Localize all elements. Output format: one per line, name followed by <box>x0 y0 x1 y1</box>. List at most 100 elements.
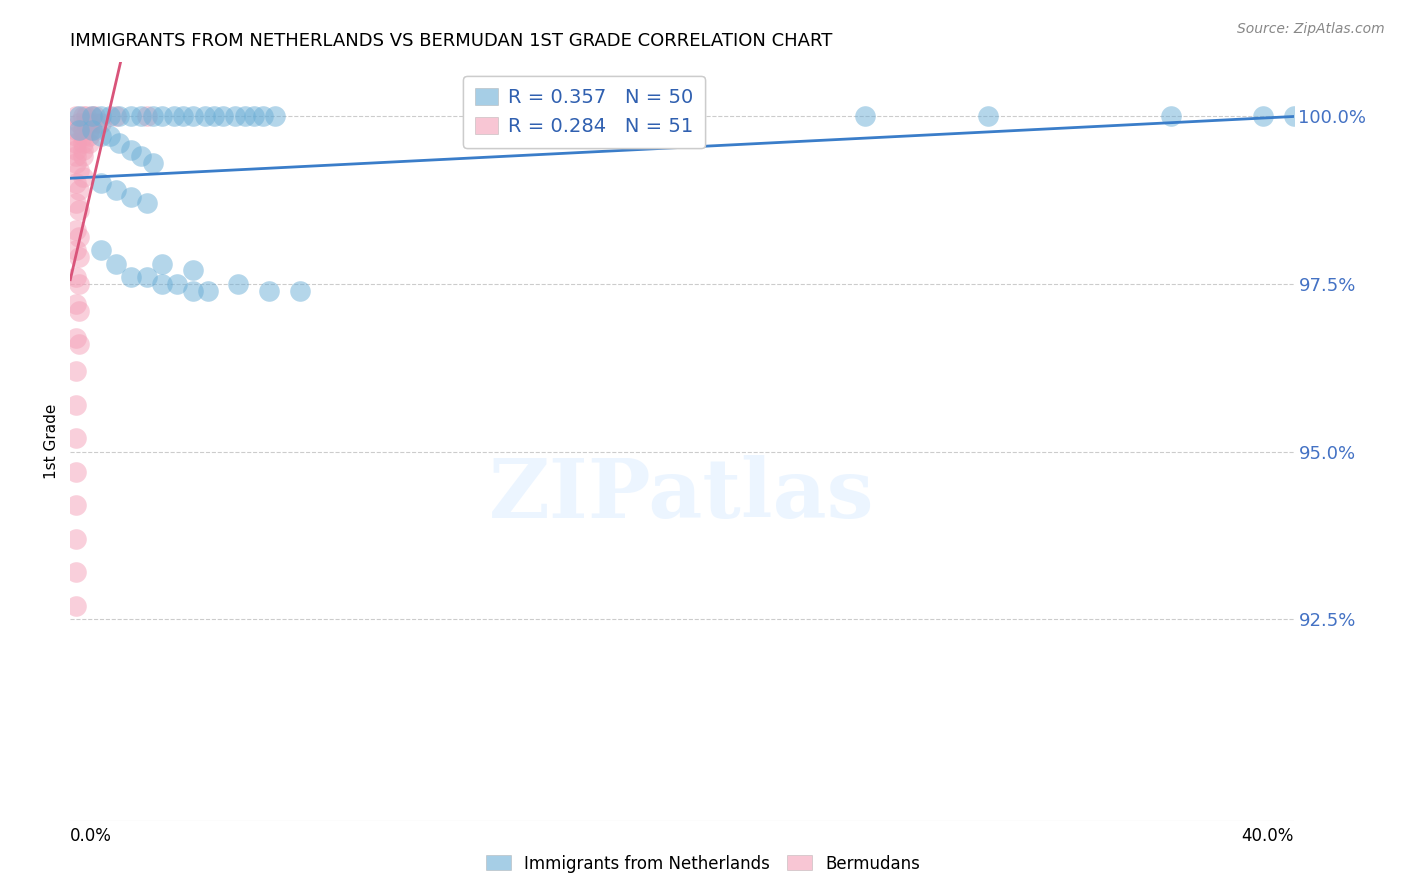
Immigrants from Netherlands <box>233 109 256 123</box>
Immigrants from Netherlands <box>98 129 121 144</box>
Text: Source: ZipAtlas.com: Source: ZipAtlas.com <box>1237 22 1385 37</box>
Immigrants from Netherlands <box>121 109 143 123</box>
Bermudans <box>80 109 103 123</box>
Immigrants from Netherlands <box>172 109 194 123</box>
Bermudans <box>77 136 100 150</box>
Immigrants from Netherlands <box>252 109 274 123</box>
Bermudans <box>90 116 112 130</box>
Bermudans <box>69 303 91 318</box>
Immigrants from Netherlands <box>150 109 173 123</box>
Bermudans <box>77 129 100 144</box>
Immigrants from Netherlands <box>135 196 157 211</box>
Immigrants from Netherlands <box>150 277 173 291</box>
Text: 0.0%: 0.0% <box>70 828 112 846</box>
Immigrants from Netherlands <box>90 129 112 144</box>
Immigrants from Netherlands <box>257 284 280 298</box>
Bermudans <box>65 244 87 258</box>
Immigrants from Netherlands <box>194 109 217 123</box>
Immigrants from Netherlands <box>98 109 121 123</box>
Bermudans <box>77 122 100 136</box>
Bermudans <box>135 109 157 123</box>
Immigrants from Netherlands <box>1282 109 1305 123</box>
Immigrants from Netherlands <box>90 244 112 258</box>
Bermudans <box>65 599 87 613</box>
Bermudans <box>69 250 91 264</box>
Bermudans <box>83 116 105 130</box>
Bermudans <box>105 109 128 123</box>
Bermudans <box>65 223 87 237</box>
Immigrants from Netherlands <box>121 189 143 203</box>
Bermudans <box>72 143 94 157</box>
Bermudans <box>65 532 87 546</box>
Immigrants from Netherlands <box>90 176 112 190</box>
Bermudans <box>65 330 87 344</box>
Immigrants from Netherlands <box>1251 109 1274 123</box>
Immigrants from Netherlands <box>142 156 165 170</box>
Immigrants from Netherlands <box>105 257 128 271</box>
Bermudans <box>65 270 87 285</box>
Bermudans <box>77 116 100 130</box>
Legend: Immigrants from Netherlands, Bermudans: Immigrants from Netherlands, Bermudans <box>479 848 927 880</box>
Immigrants from Netherlands <box>181 263 204 277</box>
Bermudans <box>65 431 87 445</box>
Bermudans <box>65 297 87 311</box>
Bermudans <box>65 498 87 512</box>
Immigrants from Netherlands <box>135 270 157 285</box>
Immigrants from Netherlands <box>69 109 91 123</box>
Bermudans <box>69 162 91 177</box>
Immigrants from Netherlands <box>108 109 131 123</box>
Immigrants from Netherlands <box>166 277 188 291</box>
Immigrants from Netherlands <box>142 109 165 123</box>
Immigrants from Netherlands <box>150 257 173 271</box>
Bermudans <box>69 183 91 197</box>
Bermudans <box>65 129 87 144</box>
Immigrants from Netherlands <box>1160 109 1182 123</box>
Bermudans <box>75 116 97 130</box>
Immigrants from Netherlands <box>69 122 91 136</box>
Immigrants from Netherlands <box>129 109 152 123</box>
Bermudans <box>75 109 97 123</box>
Immigrants from Netherlands <box>129 149 152 163</box>
Immigrants from Netherlands <box>80 122 103 136</box>
Bermudans <box>65 109 87 123</box>
Bermudans <box>65 136 87 150</box>
Immigrants from Netherlands <box>976 109 998 123</box>
Bermudans <box>83 122 105 136</box>
Immigrants from Netherlands <box>228 277 250 291</box>
Immigrants from Netherlands <box>264 109 287 123</box>
Bermudans <box>69 202 91 217</box>
Bermudans <box>72 129 94 144</box>
Bermudans <box>72 169 94 184</box>
Bermudans <box>65 196 87 211</box>
Text: 40.0%: 40.0% <box>1241 828 1294 846</box>
Immigrants from Netherlands <box>105 183 128 197</box>
Bermudans <box>69 277 91 291</box>
Bermudans <box>69 337 91 351</box>
Bermudans <box>72 149 94 163</box>
Immigrants from Netherlands <box>202 109 225 123</box>
Bermudans <box>65 122 87 136</box>
Immigrants from Netherlands <box>224 109 246 123</box>
Text: IMMIGRANTS FROM NETHERLANDS VS BERMUDAN 1ST GRADE CORRELATION CHART: IMMIGRANTS FROM NETHERLANDS VS BERMUDAN … <box>70 32 832 50</box>
Immigrants from Netherlands <box>855 109 877 123</box>
Bermudans <box>65 566 87 580</box>
Bermudans <box>72 122 94 136</box>
Bermudans <box>72 136 94 150</box>
Bermudans <box>69 230 91 244</box>
Bermudans <box>65 156 87 170</box>
Immigrants from Netherlands <box>90 109 112 123</box>
Immigrants from Netherlands <box>108 136 131 150</box>
Immigrants from Netherlands <box>80 109 103 123</box>
Y-axis label: 1st Grade: 1st Grade <box>44 404 59 479</box>
Bermudans <box>65 364 87 378</box>
Immigrants from Netherlands <box>197 284 219 298</box>
Bermudans <box>83 109 105 123</box>
Immigrants from Netherlands <box>163 109 186 123</box>
Immigrants from Netherlands <box>121 270 143 285</box>
Bermudans <box>65 398 87 412</box>
Bermudans <box>65 465 87 479</box>
Immigrants from Netherlands <box>212 109 235 123</box>
Bermudans <box>65 143 87 157</box>
Immigrants from Netherlands <box>288 284 311 298</box>
Bermudans <box>65 149 87 163</box>
